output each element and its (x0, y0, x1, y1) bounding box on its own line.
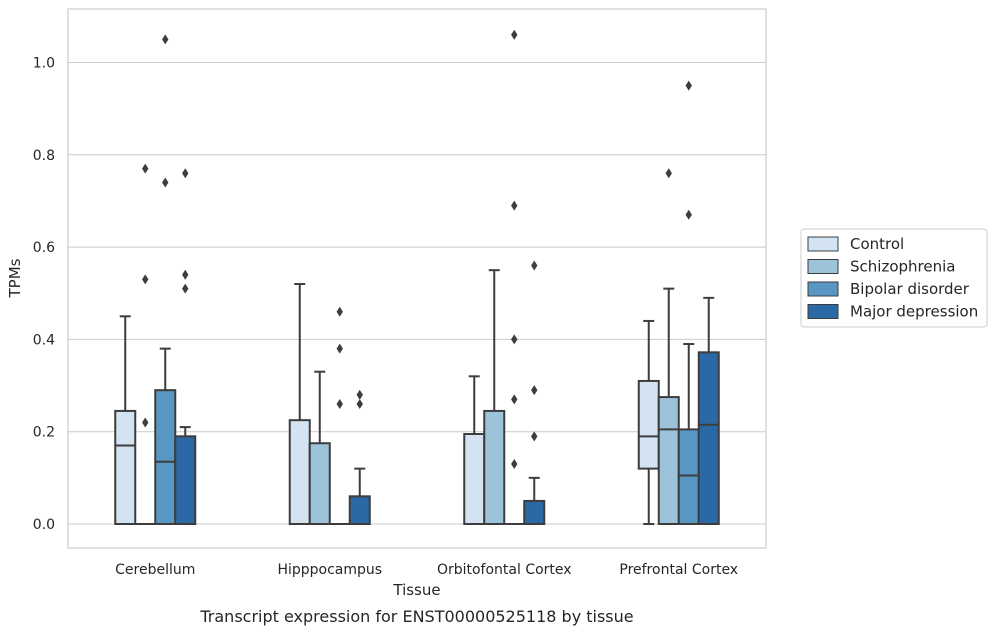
x-tick-label: Hipppocampus (277, 562, 382, 578)
outlier-point (531, 431, 538, 442)
outlier-point (511, 200, 518, 211)
legend-label: Control (850, 235, 904, 253)
chart-caption: Transcript expression for ENST0000052511… (199, 607, 633, 626)
y-tick-label: 1.0 (33, 56, 55, 72)
outlier-point (336, 306, 343, 317)
box-body (308, 442, 331, 525)
y-tick-label: 0.8 (33, 148, 55, 164)
legend-label: Schizophrenia (850, 258, 955, 276)
outlier-point (685, 209, 692, 220)
outlier-point (142, 417, 149, 428)
box-schizophrenia (308, 370, 331, 525)
y-axis-label: TPMs (6, 258, 24, 298)
legend-swatch (807, 281, 839, 297)
box-major-depression (697, 296, 720, 525)
outlier-point (162, 177, 169, 188)
outlier-point (356, 399, 363, 410)
x-tick-label: Prefrontal Cortex (619, 562, 738, 578)
box-body (637, 379, 660, 470)
outlier-point (336, 399, 343, 410)
y-tick-label: 0.0 (33, 517, 55, 533)
y-tick-label: 0.4 (33, 332, 55, 348)
outlier-point (511, 459, 518, 470)
legend-swatch (807, 259, 839, 274)
box-control (637, 319, 660, 525)
legend-label: Bipolar disorder (850, 280, 970, 298)
y-tick-label: 0.2 (33, 425, 55, 441)
box-body (174, 435, 197, 525)
boxes (114, 29, 720, 526)
box-major-depression (348, 389, 371, 525)
box-control (288, 283, 311, 526)
box-bipolar-disorder (677, 80, 700, 525)
x-tick-label: Orbitofontal Cortex (437, 562, 572, 578)
y-tick-label: 0.6 (33, 240, 55, 256)
box-body (677, 428, 700, 525)
outlier-point (162, 34, 169, 45)
legend-label: Major depression (850, 303, 978, 321)
x-tick-labels: Cerebellum Hipppocampus Orbitofontal Corte… (115, 562, 738, 578)
box-body (697, 351, 720, 525)
x-axis-label: Tissue (392, 581, 440, 599)
outlier-point (511, 394, 518, 405)
box-body (114, 409, 137, 525)
legend-frame (800, 228, 988, 328)
outlier-point (142, 274, 149, 285)
outlier-point (531, 385, 538, 396)
box-bipolar-disorder (329, 306, 350, 525)
outlier-point (511, 29, 518, 40)
box-major-depression (523, 260, 546, 525)
box-control (463, 375, 486, 526)
box-body (154, 389, 177, 526)
x-tick-label: Cerebellum (115, 562, 195, 578)
box-bipolar-disorder (504, 29, 525, 525)
outlier-point (356, 389, 363, 400)
box-body (523, 499, 546, 525)
outlier-point (531, 260, 538, 271)
outlier-point (665, 168, 672, 179)
box-schizophrenia (483, 269, 506, 525)
outlier-point (685, 80, 692, 91)
box-body (348, 495, 371, 525)
plot-frame (67, 8, 767, 549)
y-tick-labels: 0.0 0.2 0.4 0.6 0.8 1.0 (33, 56, 55, 534)
box-control (114, 315, 137, 525)
box-bipolar-disorder (154, 34, 177, 526)
legend-swatch (807, 304, 839, 319)
outlier-point (336, 343, 343, 354)
outlier-point (182, 168, 189, 179)
outlier-point (142, 163, 149, 174)
outlier-point (511, 334, 518, 345)
legend: Control Schizophrenia Bipolar disorder Majo… (800, 228, 988, 328)
box-schizophrenia (135, 163, 156, 525)
box-body (483, 409, 506, 525)
box-body (657, 396, 680, 525)
box-body (288, 419, 311, 526)
box-major-depression (174, 168, 197, 525)
box-schizophrenia (657, 168, 680, 525)
box-body (463, 433, 486, 526)
legend-swatch (807, 236, 839, 252)
outlier-point (182, 283, 189, 294)
outlier-point (182, 269, 189, 280)
